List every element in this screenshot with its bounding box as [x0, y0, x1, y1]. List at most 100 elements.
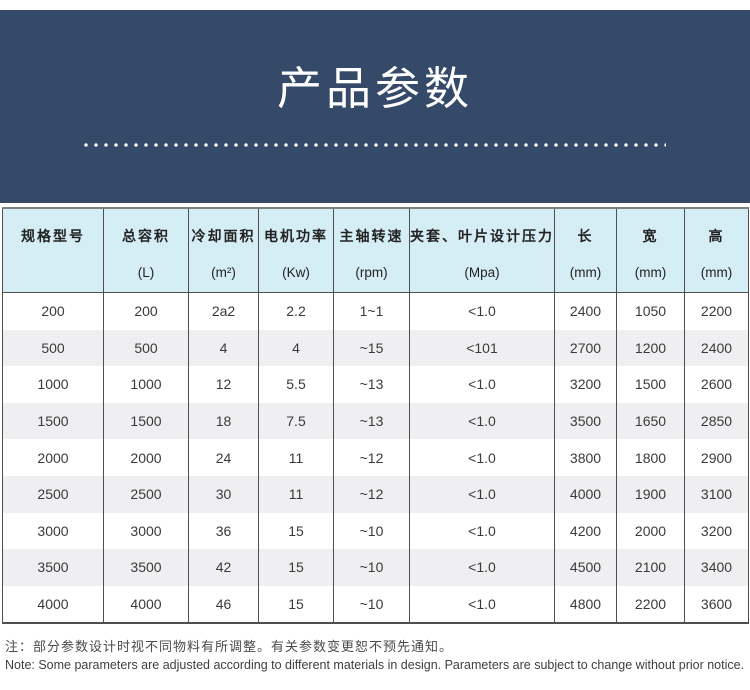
dotted-divider: [84, 142, 666, 148]
table-cell: 3400: [684, 549, 749, 586]
header-cell-2: 冷却面积 (m²): [188, 208, 259, 293]
table-cell: 2500: [103, 475, 189, 513]
table-cell: 7.5: [258, 402, 334, 440]
table-cell: ~10: [333, 585, 410, 624]
table-cell: <1.0: [409, 402, 555, 440]
table-cell: 4: [188, 329, 259, 367]
table-cell: <101: [409, 329, 555, 367]
header-unit: (mm): [569, 265, 602, 280]
table-cell: 1800: [616, 439, 685, 476]
table-cell: 12: [188, 366, 259, 403]
note-en: Note: Some parameters are adjusted accor…: [5, 658, 745, 672]
table-cell: 11: [258, 475, 334, 513]
table-cell: 2000: [2, 439, 104, 476]
table-cell: 4000: [103, 585, 189, 624]
table-cell: 1500: [103, 402, 189, 440]
header-label: 夹套、叶片设计压力: [410, 228, 554, 244]
table-cell: 3000: [2, 512, 104, 550]
table-cell: 2000: [616, 512, 685, 550]
parameters-table: 规格型号 总容积 (L) 冷却面积 (m²) 电机功率 (Kw) 主轴转速 (rpm) 夹套、叶片…: [2, 207, 749, 625]
table-cell: 2850: [684, 402, 749, 440]
table-cell: 3500: [554, 402, 617, 440]
table-cell: 1500: [616, 366, 685, 403]
table-cell: 2400: [554, 292, 617, 330]
header-cell-8: 高 (mm): [684, 208, 749, 293]
header-label: 宽: [642, 228, 659, 244]
table-cell: 2200: [616, 585, 685, 624]
table-cell: <1.0: [409, 475, 555, 513]
table-cell: 3200: [554, 366, 617, 403]
table-cell: 3100: [684, 475, 749, 513]
table-cell: <1.0: [409, 366, 555, 403]
header-unit: (mm): [634, 265, 667, 280]
header-cell-1: 总容积 (L): [103, 208, 189, 293]
table-cell: 2600: [684, 366, 749, 403]
table-cell: 11: [258, 439, 334, 476]
table-cell: 3500: [103, 549, 189, 586]
table-row: 3500 3500 42 15 ~10 <1.0 4500 2100 3400: [2, 549, 749, 586]
table-cell: 4500: [554, 549, 617, 586]
header-label: 总容积: [122, 228, 170, 244]
table-row: 2500 2500 30 11 ~12 <1.0 4000 1900 3100: [2, 475, 749, 513]
table-cell: 1650: [616, 402, 685, 440]
table-cell: 3600: [684, 585, 749, 624]
header-cell-4: 主轴转速 (rpm): [333, 208, 410, 293]
table-cell: <1.0: [409, 292, 555, 330]
table-row: 200 200 2a2 2.2 1~1 <1.0 2400 1050 2200: [2, 292, 749, 330]
table-cell: 2100: [616, 549, 685, 586]
table-header-row: 规格型号 总容积 (L) 冷却面积 (m²) 电机功率 (Kw) 主轴转速 (rpm) 夹套、叶片…: [2, 208, 749, 293]
table-cell: <1.0: [409, 439, 555, 476]
table-cell: 500: [2, 329, 104, 367]
header-unit: (Mpa): [464, 265, 500, 280]
table-row: 4000 4000 46 15 ~10 <1.0 4800 2200 3600: [2, 585, 749, 624]
header-cell-3: 电机功率 (Kw): [258, 208, 334, 293]
table-cell: ~12: [333, 475, 410, 513]
table-cell: 2700: [554, 329, 617, 367]
table-cell: 15: [258, 512, 334, 550]
table-cell: <1.0: [409, 512, 555, 550]
note-zh: 注：部分参数设计时视不同物料有所调整。有关参数变更恕不预先通知。: [5, 639, 454, 654]
table-cell: 2.2: [258, 292, 334, 330]
page-title: 产品参数: [276, 63, 473, 114]
table-cell: ~13: [333, 366, 410, 403]
table-cell: 5.5: [258, 366, 334, 403]
table-row: 500 500 4 4 ~15 <101 2700 1200 2400: [2, 329, 749, 367]
table-cell: 4000: [554, 475, 617, 513]
table-row: 2000 2000 24 11 ~12 <1.0 3800 1800 2900: [2, 439, 749, 476]
footnotes: 注：部分参数设计时视不同物料有所调整。有关参数变更恕不预先通知。 Note: S…: [5, 638, 745, 674]
header-unit: (Kw): [282, 265, 310, 280]
table-cell: 3800: [554, 439, 617, 476]
table-cell: 1050: [616, 292, 685, 330]
header-cell-0: 规格型号: [2, 208, 104, 293]
table-cell: 15: [258, 549, 334, 586]
table-cell: 1200: [616, 329, 685, 367]
table-cell: 1000: [2, 366, 104, 403]
table-body: 200 200 2a2 2.2 1~1 <1.0 2400 1050 2200 500 500 4 4 ~…: [2, 292, 749, 624]
table-cell: 2000: [103, 439, 189, 476]
header-unit: (rpm): [355, 265, 388, 280]
table-cell: 1000: [103, 366, 189, 403]
table-cell: <1.0: [409, 585, 555, 624]
header-unit: (mm): [700, 265, 733, 280]
table-cell: ~15: [333, 329, 410, 367]
table-cell: 15: [258, 585, 334, 624]
table-cell: ~10: [333, 512, 410, 550]
table-row: 1500 1500 18 7.5 ~13 <1.0 3500 1650 2850: [2, 402, 749, 440]
table-cell: 2500: [2, 475, 104, 513]
table-cell: 1500: [2, 402, 104, 440]
table-cell: 3500: [2, 549, 104, 586]
table-cell: 30: [188, 475, 259, 513]
table-header: 规格型号 总容积 (L) 冷却面积 (m²) 电机功率 (Kw) 主轴转速 (rpm) 夹套、叶片…: [2, 208, 749, 293]
header-label: 长: [577, 228, 594, 244]
table-cell: 4800: [554, 585, 617, 624]
table-cell: 500: [103, 329, 189, 367]
table-cell: <1.0: [409, 549, 555, 586]
table-cell: 2200: [684, 292, 749, 330]
table-cell: 2900: [684, 439, 749, 476]
header-label: 规格型号: [21, 228, 85, 244]
table-cell: 4: [258, 329, 334, 367]
header-cell-5: 夹套、叶片设计压力 (Mpa): [409, 208, 555, 293]
table-cell: 42: [188, 549, 259, 586]
header-label: 高: [708, 228, 725, 244]
